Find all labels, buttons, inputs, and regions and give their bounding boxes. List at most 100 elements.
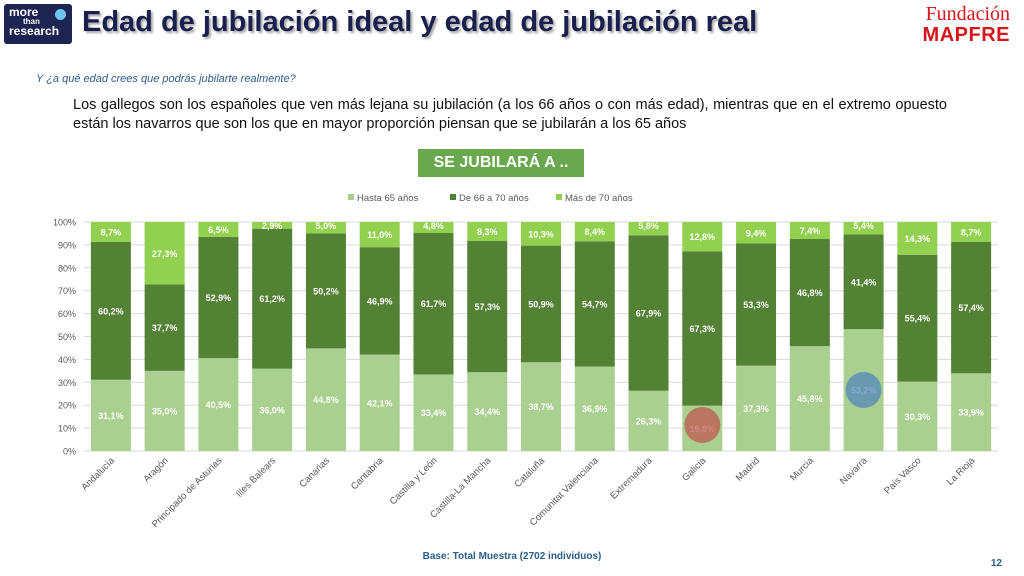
data-label: 50,9% xyxy=(528,299,554,309)
y-tick-label: 60% xyxy=(58,309,76,319)
y-tick-label: 10% xyxy=(58,424,76,434)
data-label: 14,3% xyxy=(905,234,931,244)
data-label: 8,3% xyxy=(477,227,498,237)
data-label: 54,7% xyxy=(582,299,608,309)
y-tick-label: 90% xyxy=(58,240,76,250)
bar-segment xyxy=(467,222,508,242)
data-label: 9,4% xyxy=(746,228,767,238)
x-tick-label: Madrid xyxy=(734,455,762,483)
bar-segment xyxy=(198,358,239,451)
bar-segment xyxy=(736,365,777,451)
data-label: 2,9% xyxy=(262,221,283,231)
y-tick-label: 50% xyxy=(58,332,76,342)
bar-segment xyxy=(951,222,992,242)
bar-segment xyxy=(897,254,938,382)
bar-segment xyxy=(843,222,884,235)
bar-segment xyxy=(198,236,239,359)
data-label: 26,3% xyxy=(636,416,662,426)
data-label: 8,4% xyxy=(585,227,606,237)
data-label: 37,7% xyxy=(152,323,178,333)
page-title: Edad de jubilación ideal y edad de jubil… xyxy=(82,6,758,38)
bar-segment xyxy=(144,284,185,371)
x-tick-label: Andalucía xyxy=(79,455,117,493)
y-tick-label: 0% xyxy=(63,447,76,457)
fundacion-mapfre-logo: Fundación MAPFRE xyxy=(922,3,1010,46)
data-label: 46,8% xyxy=(797,288,823,298)
y-tick-label: 80% xyxy=(58,263,76,273)
bar-segment xyxy=(789,346,830,451)
bar-segment xyxy=(951,373,992,451)
bar-segment xyxy=(413,222,454,234)
bar-segment xyxy=(951,241,992,374)
x-tick-label: Extremadura xyxy=(608,455,655,502)
bar-segment xyxy=(252,228,293,369)
legend-swatch xyxy=(450,194,456,200)
data-label: 6,5% xyxy=(208,225,229,235)
page-number: 12 xyxy=(990,558,1002,569)
data-label: 60,2% xyxy=(98,306,124,316)
bar-segment xyxy=(843,234,884,330)
bar-segment xyxy=(789,238,830,347)
bar-segment xyxy=(467,241,508,373)
data-label: 61,2% xyxy=(259,294,285,304)
y-tick-label: 100% xyxy=(53,218,76,228)
y-tick-label: 70% xyxy=(58,286,76,296)
bar-segment xyxy=(252,368,293,451)
data-label: 46,9% xyxy=(367,296,393,306)
y-tick-label: 30% xyxy=(58,378,76,388)
bar-segment xyxy=(521,245,561,363)
legend-label: Más de 70 años xyxy=(565,193,633,204)
legend-swatch xyxy=(348,194,354,200)
data-label: 57,4% xyxy=(958,303,984,313)
x-tick-label: Murcia xyxy=(788,455,816,483)
bar-segment xyxy=(359,247,400,355)
data-label: 67,9% xyxy=(636,309,662,319)
bar-segment xyxy=(574,241,615,367)
x-tick-label: Navarra xyxy=(838,455,870,487)
survey-question: Y ¿a qué edad crees que podrás jubilarte… xyxy=(36,73,296,85)
data-label: 35,0% xyxy=(152,406,178,416)
bar-segment xyxy=(413,233,454,375)
bar-segment xyxy=(144,370,185,451)
x-tick-label: Galicia xyxy=(680,455,709,484)
data-label: 55,4% xyxy=(905,314,931,324)
data-label: 5,8% xyxy=(638,221,659,231)
data-label: 45,8% xyxy=(797,394,823,404)
legend-swatch xyxy=(556,194,562,200)
data-label: 40,5% xyxy=(206,400,232,410)
data-label: 8,7% xyxy=(961,227,982,237)
bar-segment xyxy=(467,372,508,451)
data-label: 27,3% xyxy=(152,249,178,259)
data-label: 57,3% xyxy=(474,302,500,312)
data-label: 34,4% xyxy=(474,407,500,417)
globe-icon xyxy=(55,9,66,20)
x-tick-label: País Vasco xyxy=(882,455,923,496)
bar-segment xyxy=(521,362,561,451)
sample-base-note: Base: Total Muestra (2702 individuos) xyxy=(422,551,602,562)
data-label: 36,0% xyxy=(259,405,285,415)
x-tick-label: Castilla y León xyxy=(388,455,440,507)
data-label: 41,4% xyxy=(851,277,877,287)
bar-segment xyxy=(359,222,400,248)
x-tick-label: La Rioja xyxy=(945,455,978,488)
data-label: 37,3% xyxy=(743,404,769,414)
bar-segment xyxy=(574,222,615,242)
bar-segment xyxy=(198,222,239,237)
highlight-circle xyxy=(684,407,721,443)
data-label: 36,9% xyxy=(582,404,608,414)
data-label: 44,8% xyxy=(313,395,339,405)
bar-segment xyxy=(305,233,346,349)
x-tick-label: Aragón xyxy=(141,455,170,484)
bar-segment xyxy=(252,222,293,229)
bar-segment xyxy=(359,354,400,451)
more-than-research-logo: more than research xyxy=(4,4,72,44)
section-banner: SE JUBILARÁ A .. xyxy=(418,149,584,177)
bar-segment xyxy=(305,348,346,451)
x-tick-label: Cataluña xyxy=(512,455,547,490)
bar-segment xyxy=(90,379,131,451)
data-label: 7,4% xyxy=(800,226,821,236)
data-label: 50,2% xyxy=(313,286,339,296)
data-label: 11,0% xyxy=(367,230,392,240)
bar-segment xyxy=(682,222,723,252)
